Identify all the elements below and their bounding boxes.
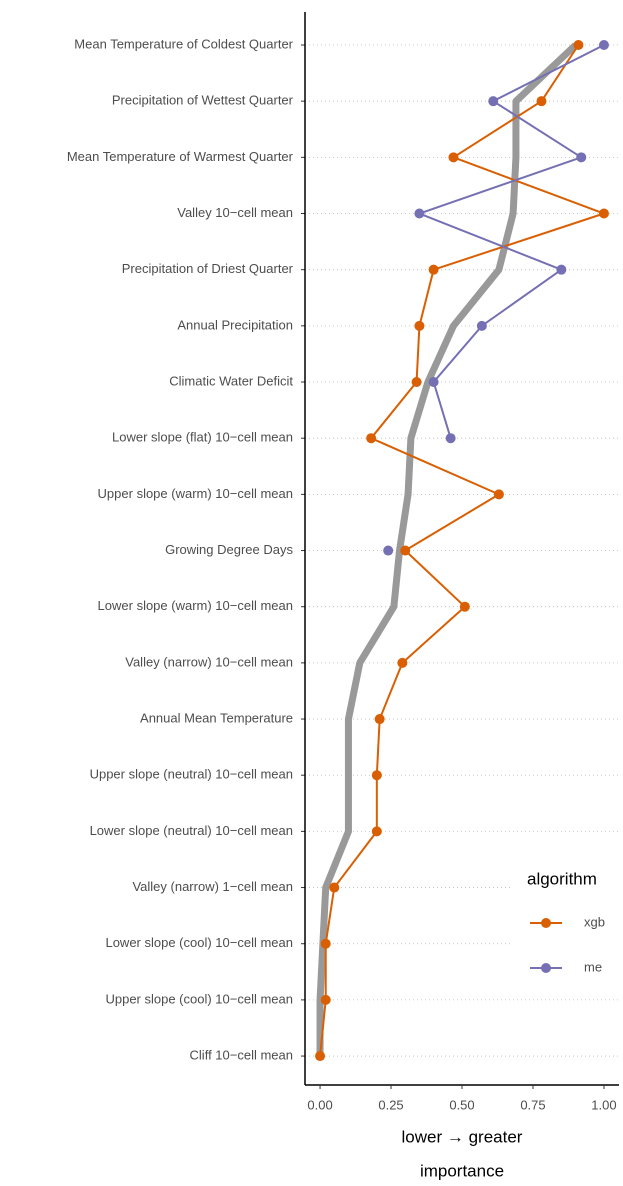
point (414, 208, 425, 219)
legend-point (541, 918, 551, 928)
point (445, 433, 456, 444)
legend-label: xgb (584, 914, 605, 929)
point (428, 264, 439, 275)
point (448, 152, 459, 163)
y-tick-label: Valley (narrow) 1−cell mean (132, 879, 293, 894)
y-tick-label: Lower slope (flat) 10−cell mean (112, 430, 293, 445)
y-tick-label: Precipitation of Wettest Quarter (112, 93, 294, 108)
y-tick-label: Valley (narrow) 10−cell mean (125, 654, 293, 669)
point (397, 657, 408, 668)
point (598, 208, 609, 219)
series-line (418, 44, 605, 439)
point (414, 320, 425, 331)
y-tick-label: Lower slope (neutral) 10−cell mean (90, 823, 293, 838)
y-tick-label: Precipitation of Driest Quarter (122, 261, 294, 276)
y-tick-label: Cliff 10−cell mean (190, 1047, 293, 1062)
point (329, 882, 340, 893)
x-axis-label: lower → greater (402, 1127, 523, 1146)
point (488, 96, 499, 107)
point (400, 545, 411, 556)
point (493, 489, 504, 500)
y-tick-label: Upper slope (warm) 10−cell mean (98, 486, 293, 501)
point (383, 545, 394, 556)
point (411, 377, 422, 388)
point (374, 714, 385, 725)
y-tick-label: Upper slope (cool) 10−cell mean (105, 991, 293, 1006)
point (556, 264, 567, 275)
y-tick-label: Mean Temperature of Warmest Quarter (67, 149, 294, 164)
point (598, 40, 609, 50)
point (320, 994, 331, 1005)
point (371, 770, 382, 781)
y-tick-label: Climatic Water Deficit (169, 373, 293, 388)
y-tick-label: Valley 10−cell mean (177, 205, 293, 220)
x-tick-label: 0.75 (520, 1097, 545, 1112)
trend-line (316, 42, 578, 1057)
point (428, 377, 439, 388)
y-tick-label: Lower slope (cool) 10−cell mean (105, 935, 293, 950)
point (320, 938, 331, 949)
point (576, 152, 587, 163)
legend-title: algorithm (527, 869, 597, 888)
y-tick-label: Upper slope (neutral) 10−cell mean (90, 767, 293, 782)
legend-point (541, 963, 551, 973)
x-axis-label: importance (420, 1161, 504, 1180)
legend-background (513, 858, 621, 998)
x-tick-label: 1.00 (591, 1097, 616, 1112)
point (315, 1051, 326, 1062)
x-tick-label: 0.50 (449, 1097, 474, 1112)
point (371, 826, 382, 837)
y-tick-label: Mean Temperature of Coldest Quarter (74, 36, 293, 51)
legend-label: me (584, 959, 602, 974)
x-tick-label: 0.00 (307, 1097, 332, 1112)
point (366, 433, 377, 444)
point (476, 320, 487, 331)
y-tick-label: Growing Degree Days (165, 542, 293, 557)
x-tick-label: 0.25 (378, 1097, 403, 1112)
y-tick-label: Lower slope (warm) 10−cell mean (98, 598, 293, 613)
y-tick-label: Annual Precipitation (177, 317, 293, 332)
point (573, 40, 584, 50)
point (536, 96, 547, 107)
point (459, 601, 470, 612)
y-tick-label: Annual Mean Temperature (140, 710, 293, 725)
